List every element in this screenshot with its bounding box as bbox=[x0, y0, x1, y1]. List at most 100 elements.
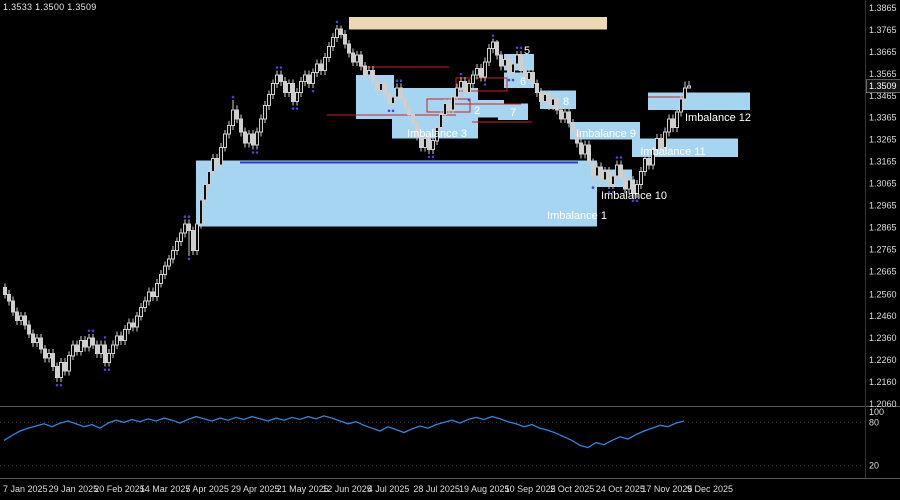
fractal-up-icon bbox=[519, 46, 523, 50]
candle-body bbox=[515, 54, 519, 65]
candle-body bbox=[99, 344, 103, 355]
candle-body bbox=[327, 45, 331, 58]
candle-body bbox=[595, 166, 599, 177]
indicator-axis-label: 80 bbox=[869, 417, 879, 427]
fractal-down-icon bbox=[55, 383, 59, 387]
candle-body bbox=[119, 335, 123, 341]
candle-body bbox=[663, 131, 667, 148]
candle-body bbox=[391, 96, 395, 105]
candle-body bbox=[587, 144, 591, 164]
imbalance-label: Imbalance 11 bbox=[640, 146, 705, 158]
candle-body bbox=[383, 83, 387, 96]
fractal-up-icon bbox=[183, 215, 187, 218]
candle-body bbox=[291, 83, 295, 102]
candle-body bbox=[215, 157, 219, 166]
fractal-down-icon bbox=[103, 368, 107, 372]
imbalance-zone[interactable] bbox=[498, 103, 528, 120]
fractal-down-icon bbox=[431, 155, 435, 159]
candle-body bbox=[639, 170, 643, 186]
imbalance-label: 6 bbox=[520, 76, 526, 88]
supply-band-zone[interactable] bbox=[349, 16, 607, 30]
candle-body bbox=[447, 102, 451, 111]
candle-body bbox=[255, 131, 259, 146]
candle-body bbox=[267, 94, 271, 107]
candle-body bbox=[603, 170, 607, 181]
imbalance-label: 8 bbox=[563, 96, 569, 108]
candle-body bbox=[655, 138, 659, 150]
fractal-up-icon bbox=[395, 79, 399, 82]
imbalance-label: Imbalance 9 bbox=[576, 128, 636, 140]
candle-body bbox=[115, 335, 119, 346]
imbalance-zone[interactable] bbox=[196, 160, 597, 227]
candle-body bbox=[307, 74, 311, 85]
imbalance-zone[interactable] bbox=[570, 122, 640, 140]
candle-body bbox=[199, 199, 203, 225]
candle-body bbox=[19, 315, 23, 322]
candle-body bbox=[563, 111, 567, 120]
candle-body bbox=[479, 67, 483, 78]
price-axis-label: 1.2060 bbox=[869, 399, 897, 409]
time-axis-label: 10 Sep 2025 bbox=[505, 484, 556, 494]
imbalance-label: 2 bbox=[474, 105, 480, 117]
fractal-down-icon bbox=[311, 89, 315, 93]
fractal-down-icon bbox=[59, 383, 63, 387]
fractal-up-icon bbox=[103, 336, 107, 339]
candle-body bbox=[87, 337, 91, 348]
candle-body bbox=[319, 63, 323, 72]
candle-body bbox=[455, 87, 459, 98]
candle-body bbox=[535, 83, 539, 93]
candle-body bbox=[175, 241, 179, 251]
candle-body bbox=[627, 179, 631, 190]
candle-body bbox=[643, 157, 647, 173]
candle-body bbox=[359, 54, 363, 67]
candle-body bbox=[303, 74, 307, 83]
candle-body bbox=[275, 74, 279, 85]
price-axis-label: 1.2865 bbox=[869, 222, 897, 232]
fractal-down-icon bbox=[187, 257, 191, 261]
fractal-up-icon bbox=[91, 329, 95, 333]
time-axis-label: 19 Aug 2025 bbox=[459, 484, 510, 494]
candle-body bbox=[323, 56, 327, 72]
candle-body bbox=[679, 98, 683, 113]
candle-body bbox=[251, 133, 255, 146]
candle-body bbox=[63, 361, 67, 372]
candle-body bbox=[39, 337, 43, 350]
fractal-down-icon bbox=[291, 107, 295, 110]
candle-body bbox=[435, 127, 439, 142]
candle-body bbox=[331, 37, 335, 47]
candle-body bbox=[523, 70, 527, 80]
time-axis-label: 21 May 2025 bbox=[277, 484, 329, 494]
fractal-up-icon bbox=[231, 95, 235, 99]
candle-body bbox=[475, 67, 479, 76]
price-axis-label: 1.2560 bbox=[869, 289, 897, 299]
price-axis-label: 1.3465 bbox=[869, 91, 897, 101]
candle-body bbox=[223, 133, 227, 148]
imbalance-label: Imbalance 3 bbox=[407, 128, 467, 140]
fractal-up-icon bbox=[335, 20, 339, 24]
candle-body bbox=[631, 179, 635, 194]
candle-body bbox=[123, 328, 127, 341]
time-axis-label: 24 Oct 2025 bbox=[596, 484, 645, 494]
price-axis-label: 1.2765 bbox=[869, 244, 897, 254]
candle-body bbox=[75, 344, 79, 352]
candle-body bbox=[567, 111, 571, 124]
candle-body bbox=[675, 111, 679, 129]
candle-body bbox=[231, 109, 235, 126]
time-axis-label: 29 Jan 2025 bbox=[49, 484, 99, 494]
price-axis-label: 1.2460 bbox=[869, 311, 897, 321]
candle-body bbox=[579, 142, 583, 155]
candle-body bbox=[683, 87, 687, 100]
time-axis-label: 20 Feb 2025 bbox=[94, 484, 145, 494]
imbalance-zone[interactable] bbox=[648, 92, 750, 111]
price-axis[interactable]: 1.3865 1.3765 1.3665 1.3565 1.3465 1.3365 1.32… bbox=[869, 3, 897, 409]
candle-body bbox=[491, 41, 495, 50]
time-axis-label: 2 Oct 2025 bbox=[550, 484, 594, 494]
candle-body bbox=[295, 92, 299, 102]
fractal-down-icon bbox=[387, 109, 391, 113]
candle-body bbox=[143, 300, 147, 308]
price-axis-label: 1.2260 bbox=[869, 355, 897, 365]
candle-body bbox=[171, 249, 175, 260]
time-axis-label: 9 Dec 2025 bbox=[687, 484, 733, 494]
